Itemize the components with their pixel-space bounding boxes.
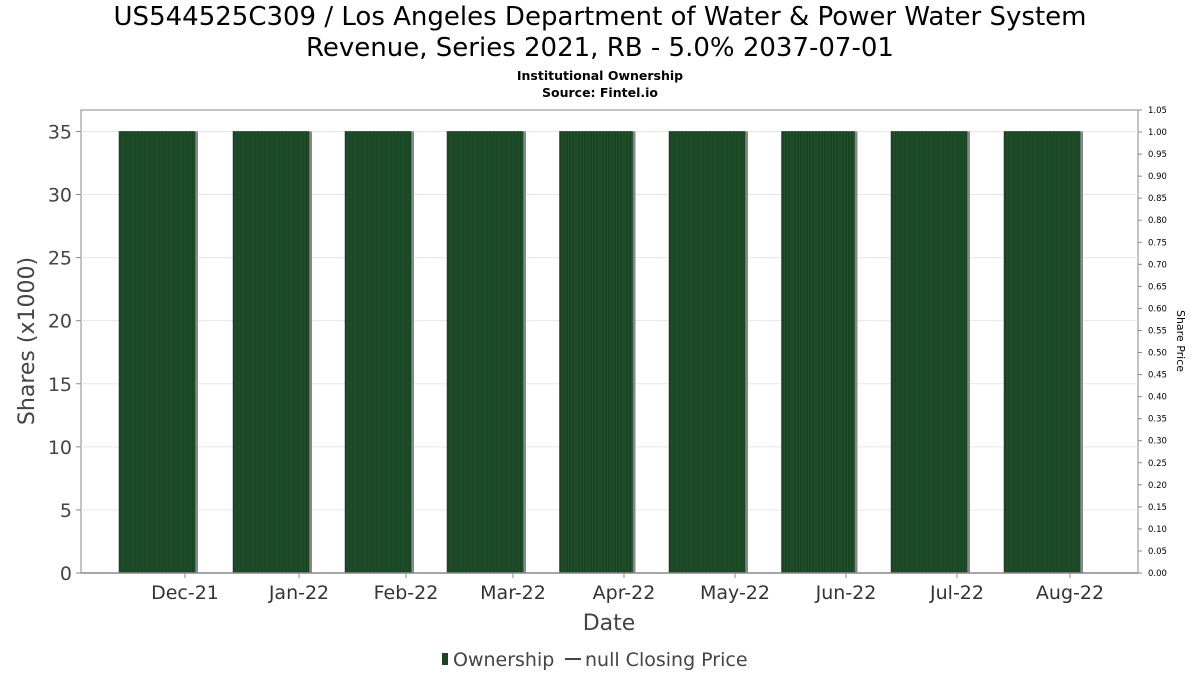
y2-tick-label-16: 0.80 bbox=[1148, 216, 1167, 226]
x-tick-label-aug-22: Aug-22 bbox=[1036, 582, 1104, 604]
bar-mar-22 bbox=[446, 131, 524, 574]
x-tick-label-may-22: May-22 bbox=[700, 582, 770, 604]
bars bbox=[118, 131, 1083, 574]
bar-shadow-6 bbox=[854, 131, 858, 573]
axes: 0 5 10 15 20 25 30 35 0.00 0.05 0.10 0.15 0.20 0.25 0.… bbox=[48, 106, 1167, 604]
bar-shadow-2 bbox=[411, 131, 414, 573]
y-tick-label-7: 35 bbox=[48, 121, 72, 143]
x-tick-label-jan-22: Jan-22 bbox=[268, 582, 329, 604]
y2-tick-label-7: 0.35 bbox=[1148, 415, 1167, 425]
y2-tick-label-13: 0.65 bbox=[1148, 282, 1167, 292]
legend-label-price: null Closing Price bbox=[585, 649, 748, 671]
y-tick-label-0: 0 bbox=[60, 563, 72, 585]
y2-tick-label-15: 0.75 bbox=[1148, 238, 1167, 248]
bar-shadow-4 bbox=[632, 131, 636, 573]
legend: Ownership null Closing Price bbox=[442, 649, 748, 671]
bar-shadow-3 bbox=[523, 131, 526, 573]
bar-jul-22 bbox=[890, 131, 968, 574]
y2-tick-label-0: 0.00 bbox=[1148, 569, 1167, 579]
x-tick-label-dec-21: Dec-21 bbox=[151, 582, 219, 604]
chart-title-line-1: US544525C309 / Los Angeles Department of… bbox=[113, 2, 1087, 32]
y2-tick-label-18: 0.90 bbox=[1148, 172, 1167, 182]
bar-jun-22 bbox=[781, 131, 855, 574]
bar-shadow-8 bbox=[1080, 131, 1083, 573]
y-tick-label-5: 25 bbox=[48, 248, 72, 270]
x-tick-label-jul-22: Jul-22 bbox=[929, 582, 984, 604]
y-tick-label-6: 30 bbox=[48, 185, 72, 207]
y2-tick-label-12: 0.60 bbox=[1148, 304, 1167, 314]
chart-subtitle: Institutional Ownership bbox=[516, 68, 684, 83]
y2-tick-label-3: 0.15 bbox=[1148, 503, 1167, 513]
y2-tick-label-14: 0.70 bbox=[1148, 260, 1167, 270]
y2-tick-label-19: 0.95 bbox=[1148, 150, 1167, 160]
y2-axis-label: Share Price bbox=[1174, 310, 1187, 372]
x-tick-label-mar-22: Mar-22 bbox=[480, 582, 546, 604]
y2-tick-label-10: 0.50 bbox=[1148, 349, 1167, 359]
y-tick-label-3: 15 bbox=[48, 374, 72, 396]
bar-may-22 bbox=[668, 131, 746, 574]
x-tick-label-apr-22: Apr-22 bbox=[593, 582, 656, 604]
chart-title-line-2: Revenue, Series 2021, RB - 5.0% 2037-07-… bbox=[306, 33, 894, 63]
y-tick-label-4: 20 bbox=[48, 311, 72, 333]
y2-tick-label-11: 0.55 bbox=[1148, 326, 1167, 336]
y2-tick-label-17: 0.85 bbox=[1148, 194, 1167, 204]
bar-jan-22 bbox=[232, 131, 310, 574]
bar-shadow-0 bbox=[195, 131, 198, 573]
bar-shadow-7 bbox=[967, 131, 970, 573]
y2-tick-label-20: 1.00 bbox=[1148, 128, 1167, 138]
x-tick-label-feb-22: Feb-22 bbox=[374, 582, 439, 604]
y-tick-label-1: 5 bbox=[60, 500, 72, 522]
y2-tick-label-9: 0.45 bbox=[1148, 371, 1167, 381]
y2-tick-label-1: 0.05 bbox=[1148, 547, 1167, 557]
bar-aug-22 bbox=[1003, 131, 1081, 574]
y2-tick-label-21: 1.05 bbox=[1148, 106, 1167, 116]
bar-apr-22 bbox=[559, 131, 633, 574]
legend-label-ownership: Ownership bbox=[453, 649, 554, 671]
y2-tick-label-2: 0.10 bbox=[1148, 525, 1167, 535]
chart-source: Source: Fintel.io bbox=[542, 85, 658, 100]
x-tick-label-jun-22: Jun-22 bbox=[815, 582, 877, 604]
y-tick-label-2: 10 bbox=[48, 437, 72, 459]
chart-title: US544525C309 / Los Angeles Department of… bbox=[0, 2, 1200, 64]
y2-tick-label-4: 0.20 bbox=[1148, 481, 1167, 491]
bar-shadow-1 bbox=[309, 131, 312, 573]
y2-tick-label-6: 0.30 bbox=[1148, 437, 1167, 447]
legend-swatch-ownership bbox=[442, 653, 448, 665]
bar-dec-21 bbox=[118, 131, 196, 574]
y2-tick-label-8: 0.40 bbox=[1148, 393, 1167, 403]
x-axis-label: Date bbox=[583, 611, 636, 636]
y2-tick-label-5: 0.25 bbox=[1148, 459, 1167, 469]
y-axis-label: Shares (x1000) bbox=[15, 257, 40, 425]
bar-shadow-5 bbox=[745, 131, 748, 573]
